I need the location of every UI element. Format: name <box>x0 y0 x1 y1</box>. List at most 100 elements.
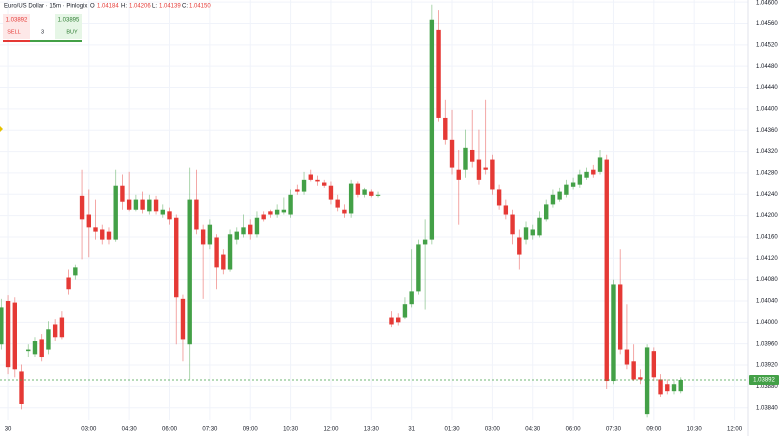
x-tick-label: 07:30 <box>202 427 218 433</box>
candle-body <box>624 349 630 365</box>
candle-body <box>126 199 132 210</box>
candle-body <box>268 211 273 215</box>
ohlc-key: L: <box>152 4 157 10</box>
x-tick-label: 31 <box>408 427 415 433</box>
candle-body <box>147 199 152 212</box>
candle-body <box>530 229 535 236</box>
candle-body <box>248 224 253 235</box>
y-tick-label: 1.03840 <box>756 405 778 411</box>
candle-body <box>167 211 172 220</box>
candle-body <box>678 379 683 392</box>
y-tick-label: 1.04480 <box>756 64 778 70</box>
candle-body <box>308 174 313 180</box>
candle-body <box>510 214 515 235</box>
candle-body <box>281 209 287 213</box>
candle-body <box>153 199 159 212</box>
sell-bar <box>3 40 30 42</box>
y-tick-label: 1.04320 <box>756 149 778 155</box>
spread: 3 <box>41 29 44 35</box>
candle-body <box>174 217 179 298</box>
candle-body <box>564 184 569 195</box>
ohlc-value: 1.04184 <box>97 4 119 10</box>
y-tick-label: 1.04440 <box>756 85 778 91</box>
candle-body <box>638 377 643 380</box>
candle-body <box>671 384 677 392</box>
candle-body <box>26 349 31 352</box>
y-tick-label: 1.04600 <box>756 1 778 7</box>
candle-body <box>180 298 186 340</box>
x-tick-label: 12:00 <box>323 427 339 433</box>
ohlc-value: 1.04139 <box>159 4 181 10</box>
candle-body <box>490 159 495 190</box>
candle-body <box>523 227 529 240</box>
candle-body <box>355 183 361 195</box>
candle-body <box>100 229 105 240</box>
sell-button[interactable] <box>3 14 30 39</box>
last-price-tag <box>749 374 779 385</box>
candle-body <box>348 183 354 214</box>
candle-body <box>402 304 408 318</box>
candle-body <box>557 191 562 200</box>
x-tick-label: 09:00 <box>243 427 259 433</box>
candles <box>0 4 748 418</box>
trade-panel: 1.03892 SELL 3 1.03895 BUY <box>3 14 82 42</box>
candle-body <box>73 267 78 276</box>
left-marker <box>0 126 3 132</box>
candle-body <box>328 185 334 200</box>
candle-body <box>52 324 58 338</box>
x-tick-label: 01:30 <box>445 427 461 433</box>
ohlc-key: C: <box>182 4 188 10</box>
y-tick-label: 1.04280 <box>756 170 778 176</box>
x-tick-label: 12:00 <box>727 427 743 433</box>
candle-body <box>570 182 576 187</box>
candle-body <box>544 204 549 220</box>
candle-body <box>651 351 657 378</box>
candle-body <box>362 189 367 195</box>
candle-body <box>261 214 266 220</box>
candle-body <box>483 167 488 170</box>
candle-body <box>120 185 125 202</box>
y-tick-label: 1.04000 <box>756 320 778 326</box>
candle-body <box>597 157 603 172</box>
y-tick-label: 1.04240 <box>756 192 778 198</box>
x-tick-label: 30 <box>5 427 12 433</box>
candle-body <box>456 169 461 180</box>
candle-body <box>617 284 623 350</box>
x-tick-label: 03:00 <box>485 427 501 433</box>
y-tick-label: 1.04360 <box>756 128 778 134</box>
candle-body <box>5 300 11 368</box>
candle-body <box>234 231 239 240</box>
candle-body <box>113 185 118 240</box>
candle-body <box>591 169 596 175</box>
candle-body <box>39 339 44 358</box>
y-tick-label: 1.04160 <box>756 235 778 241</box>
x-tick-label: 10:30 <box>283 427 299 433</box>
y-tick-label: 1.04080 <box>756 277 778 283</box>
candle-body <box>322 182 327 186</box>
candle-body <box>288 194 293 215</box>
last-price-label: 1.03892 <box>753 378 775 384</box>
grid <box>0 0 748 420</box>
ohlc-key: H: <box>121 4 127 10</box>
candle-body <box>658 379 663 395</box>
candle-body <box>463 147 468 170</box>
candle-body <box>93 227 98 232</box>
candle-body <box>207 224 213 245</box>
buy-button[interactable] <box>55 14 82 39</box>
candle-body <box>375 194 381 196</box>
symbol-title: Euro/US Dollar · 15m · Pinlogix <box>4 4 87 10</box>
sell-label: SELL <box>7 29 20 35</box>
candle-body <box>274 209 280 215</box>
candle-body <box>389 317 394 325</box>
x-tick-label: 10:30 <box>687 427 703 433</box>
x-tick-label: 06:00 <box>566 427 582 433</box>
candle-body <box>254 217 260 235</box>
candle-body <box>665 384 670 392</box>
candle-body <box>12 302 17 370</box>
spread-box <box>30 14 55 39</box>
ohlc-value: 1.04206 <box>129 4 151 10</box>
x-tick-label: 09:00 <box>646 427 662 433</box>
candle-body <box>315 179 320 182</box>
candle-body <box>443 117 448 140</box>
